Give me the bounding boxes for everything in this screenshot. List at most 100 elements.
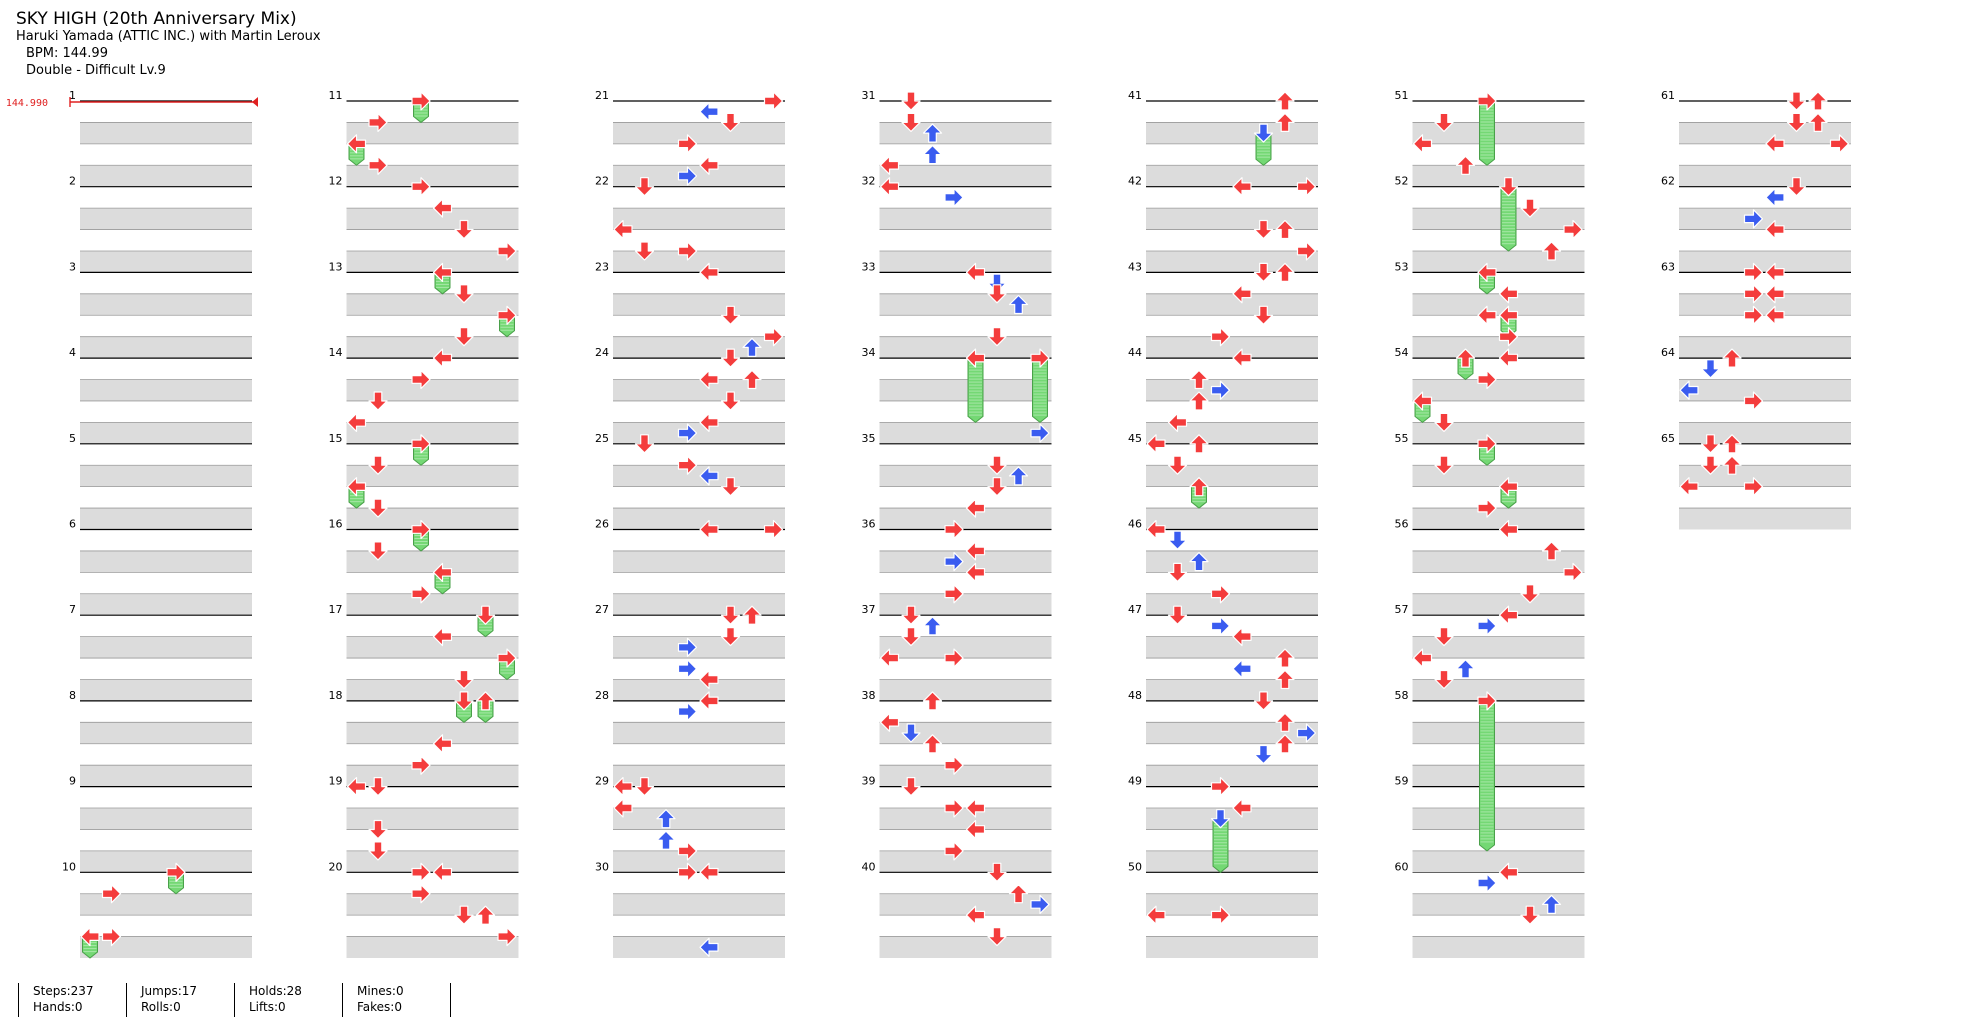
measure-number: 29 <box>595 775 609 788</box>
arrow-up-icon <box>1008 884 1029 904</box>
arrow-down-icon <box>1167 455 1188 475</box>
measure-63: 63 <box>1661 260 1851 359</box>
measure-56: 56 <box>1395 518 1585 616</box>
arrow-right-icon <box>497 241 517 261</box>
measure-number: 22 <box>595 175 609 188</box>
arrow-down-icon <box>720 477 741 497</box>
arrow-down-icon <box>1253 262 1274 282</box>
arrow-up-icon <box>656 830 676 850</box>
arrow-right-icon <box>166 862 186 882</box>
measure-59: 59 <box>1395 775 1585 873</box>
hold-note <box>967 357 984 424</box>
arrow-right-icon <box>411 91 431 111</box>
arrow-right-icon <box>944 755 964 775</box>
measure-15: 15 <box>329 432 519 530</box>
measure-number: 25 <box>595 432 609 445</box>
measure-number: 26 <box>595 518 609 531</box>
arrow-right-icon <box>411 755 431 775</box>
arrow-left-icon <box>1679 380 1699 400</box>
arrow-down-icon <box>1253 219 1274 240</box>
hold-note <box>1212 818 1229 873</box>
arrow-left-icon <box>1498 348 1519 368</box>
stat-column: Jumps:17 Rolls:0 <box>126 983 235 1017</box>
arrow-right-icon <box>944 648 964 668</box>
arrow-down-icon <box>1253 691 1274 711</box>
arrow-down-icon <box>720 348 741 368</box>
hold-note <box>1479 100 1495 166</box>
measure-12: 12 <box>329 175 519 273</box>
measure-8: 8 <box>69 689 252 787</box>
arrow-left-icon <box>1232 177 1252 197</box>
arrow-left-icon <box>432 862 453 882</box>
measure-number: 21 <box>595 89 609 102</box>
measure-number: 59 <box>1395 775 1409 788</box>
arrow-up-icon <box>1189 369 1209 390</box>
arrow-left-icon <box>432 198 453 218</box>
arrow-down-icon <box>1434 669 1454 690</box>
measure-number: 57 <box>1395 603 1409 616</box>
arrow-left-icon <box>1412 648 1433 668</box>
measure-number: 12 <box>329 175 343 188</box>
arrow-up-icon <box>1008 466 1029 486</box>
stat-value: Jumps:17 <box>141 984 198 998</box>
arrow-right-icon <box>944 841 964 861</box>
arrow-right-icon <box>411 177 431 197</box>
measure-number: 34 <box>862 346 876 359</box>
measure-23: 23 <box>595 260 785 359</box>
arrow-up-icon <box>1541 894 1562 915</box>
arrow-right-icon <box>1210 584 1231 604</box>
measure-number: 4 <box>69 346 76 359</box>
arrow-right-icon <box>1743 209 1764 229</box>
arrow-up-icon <box>1808 91 1828 111</box>
arrow-up-icon <box>1722 348 1742 368</box>
measure-13: 13 <box>329 260 519 359</box>
measure-number: 49 <box>1128 775 1142 788</box>
arrow-right-icon <box>1296 241 1317 261</box>
arrow-right-icon <box>101 926 122 947</box>
arrow-right-icon <box>944 584 964 604</box>
arrow-up-icon <box>1455 155 1476 175</box>
measure-number: 51 <box>1395 89 1409 102</box>
arrow-down-icon <box>1700 455 1721 475</box>
measure-45: 45 <box>1128 432 1318 530</box>
stat-value: Steps:237 <box>33 984 94 998</box>
measure-number: 11 <box>329 89 343 102</box>
measure-number: 50 <box>1128 860 1142 873</box>
measure-number: 43 <box>1128 260 1142 273</box>
arrow-left-icon <box>699 691 719 711</box>
arrow-up-icon <box>1455 659 1476 679</box>
arrow-up-icon <box>475 691 496 711</box>
stat-value: Lifts:0 <box>249 1000 286 1014</box>
measure-32: 32 <box>862 175 1052 273</box>
arrow-left-icon <box>432 734 453 754</box>
arrow-down-icon <box>1253 123 1274 143</box>
arrow-down-icon <box>1498 177 1519 197</box>
arrow-right-icon <box>1210 380 1231 400</box>
arrow-down-icon <box>454 284 474 304</box>
hold-note <box>1500 186 1517 252</box>
arrow-left-icon <box>1498 605 1519 625</box>
arrow-down-icon <box>634 241 655 261</box>
arrow-right-icon <box>1563 562 1583 583</box>
arrow-left-icon <box>1765 134 1785 154</box>
measure-30: 30 <box>595 860 785 958</box>
arrow-right-icon <box>1210 616 1231 636</box>
measure-number: 15 <box>329 432 343 445</box>
arrow-right-icon <box>1743 284 1764 304</box>
arrow-right-icon <box>1296 723 1317 743</box>
measure-2: 2 <box>69 175 252 273</box>
arrow-down-icon <box>901 91 921 111</box>
arrow-right-icon <box>1477 691 1497 711</box>
stat-column: Mines:0 Fakes:0 <box>342 983 451 1017</box>
arrow-left-icon <box>346 412 367 432</box>
stat-value: Rolls:0 <box>141 1000 181 1014</box>
measure-number: 55 <box>1395 432 1409 445</box>
arrow-right-icon <box>944 551 964 572</box>
arrow-right-icon <box>763 519 784 540</box>
arrow-right-icon <box>1743 391 1764 411</box>
measure-number: 17 <box>329 603 343 616</box>
arrow-right-icon <box>677 659 698 679</box>
arrow-up-icon <box>1541 241 1562 261</box>
measure-number: 2 <box>69 175 76 188</box>
arrow-right-icon <box>677 134 698 154</box>
